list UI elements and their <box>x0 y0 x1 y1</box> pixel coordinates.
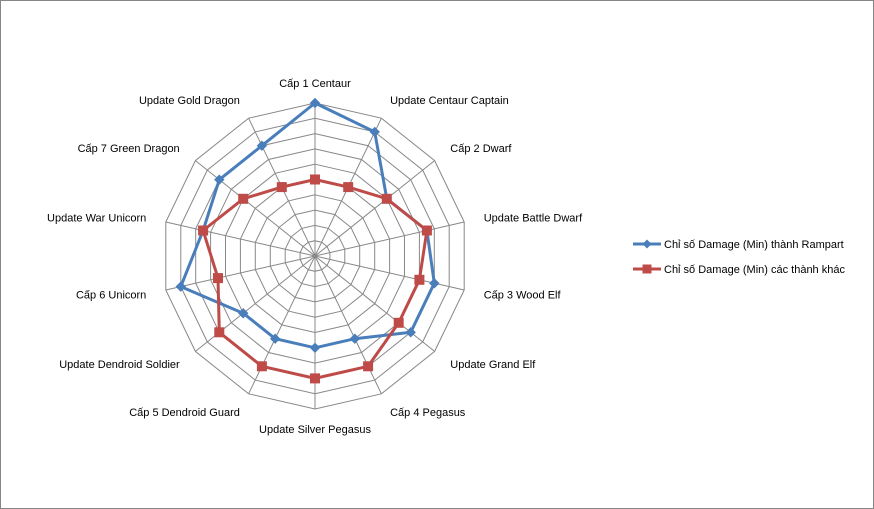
category-label: Cấp 4 Pegasus <box>390 407 466 419</box>
legend: Chỉ số Damage (Min) thành Rampart Chỉ số … <box>633 239 845 276</box>
category-label: Update Grand Elf <box>450 359 536 371</box>
data-point <box>238 308 249 319</box>
data-point <box>198 225 209 236</box>
category-label: Cấp 1 Centaur <box>279 78 351 90</box>
data-point <box>214 327 225 338</box>
grid-spoke <box>165 255 316 291</box>
data-point <box>381 193 392 204</box>
data-point <box>175 281 186 292</box>
data-point <box>343 182 354 193</box>
grid-spoke <box>314 160 435 257</box>
data-point <box>310 373 320 384</box>
data-point <box>363 361 374 372</box>
grid-spoke <box>314 255 465 291</box>
data-point <box>256 361 267 372</box>
data-point <box>269 333 281 344</box>
data-point <box>405 327 416 338</box>
category-label: Update Centaur Captain <box>390 95 509 107</box>
data-point <box>213 273 223 284</box>
legend-label: Chỉ số Damage (Min) các thành khác <box>664 264 845 276</box>
data-point <box>429 278 440 289</box>
category-label: Update Battle Dwarf <box>484 213 583 225</box>
category-label: Update Silver Pegasus <box>259 424 371 436</box>
grid-spoke <box>165 221 316 257</box>
series-layer <box>175 97 440 384</box>
category-label: Cấp 5 Dendroid Guard <box>129 407 240 419</box>
data-point <box>309 97 321 109</box>
data-point <box>414 274 425 285</box>
data-point <box>276 182 287 193</box>
category-label: Cấp 6 Unicorn <box>76 290 146 302</box>
data-point <box>393 317 404 328</box>
data-point <box>349 333 361 344</box>
legend-marker <box>642 239 652 249</box>
category-label: Update Dendroid Soldier <box>59 359 180 371</box>
grid-spoke <box>314 255 435 352</box>
data-point <box>310 174 320 185</box>
category-label: Update Gold Dragon <box>139 95 240 107</box>
data-point <box>256 140 268 151</box>
data-point <box>214 174 225 185</box>
axis-labels: Cấp 1 Centaur Update Centaur Captain Cấp 2… <box>47 78 583 436</box>
legend-entry: Chỉ số Damage (Min) các thành khác <box>633 264 845 276</box>
data-point <box>309 342 321 354</box>
data-point <box>238 193 249 204</box>
data-point <box>369 126 380 138</box>
series-2 <box>198 174 432 384</box>
grid-spoke <box>195 160 316 257</box>
grid-spoke <box>314 221 465 257</box>
legend-entry: Chỉ số Damage (Min) thành Rampart <box>633 239 844 251</box>
legend-marker <box>642 264 652 274</box>
data-point <box>421 225 432 236</box>
category-label: Cấp 7 Green Dragon <box>78 143 180 155</box>
category-label: Cấp 2 Dwarf <box>450 143 512 155</box>
category-label: Update War Unicorn <box>47 213 146 225</box>
legend-label: Chỉ số Damage (Min) thành Rampart <box>664 239 844 251</box>
category-label: Cấp 3 Wood Elf <box>484 290 562 302</box>
